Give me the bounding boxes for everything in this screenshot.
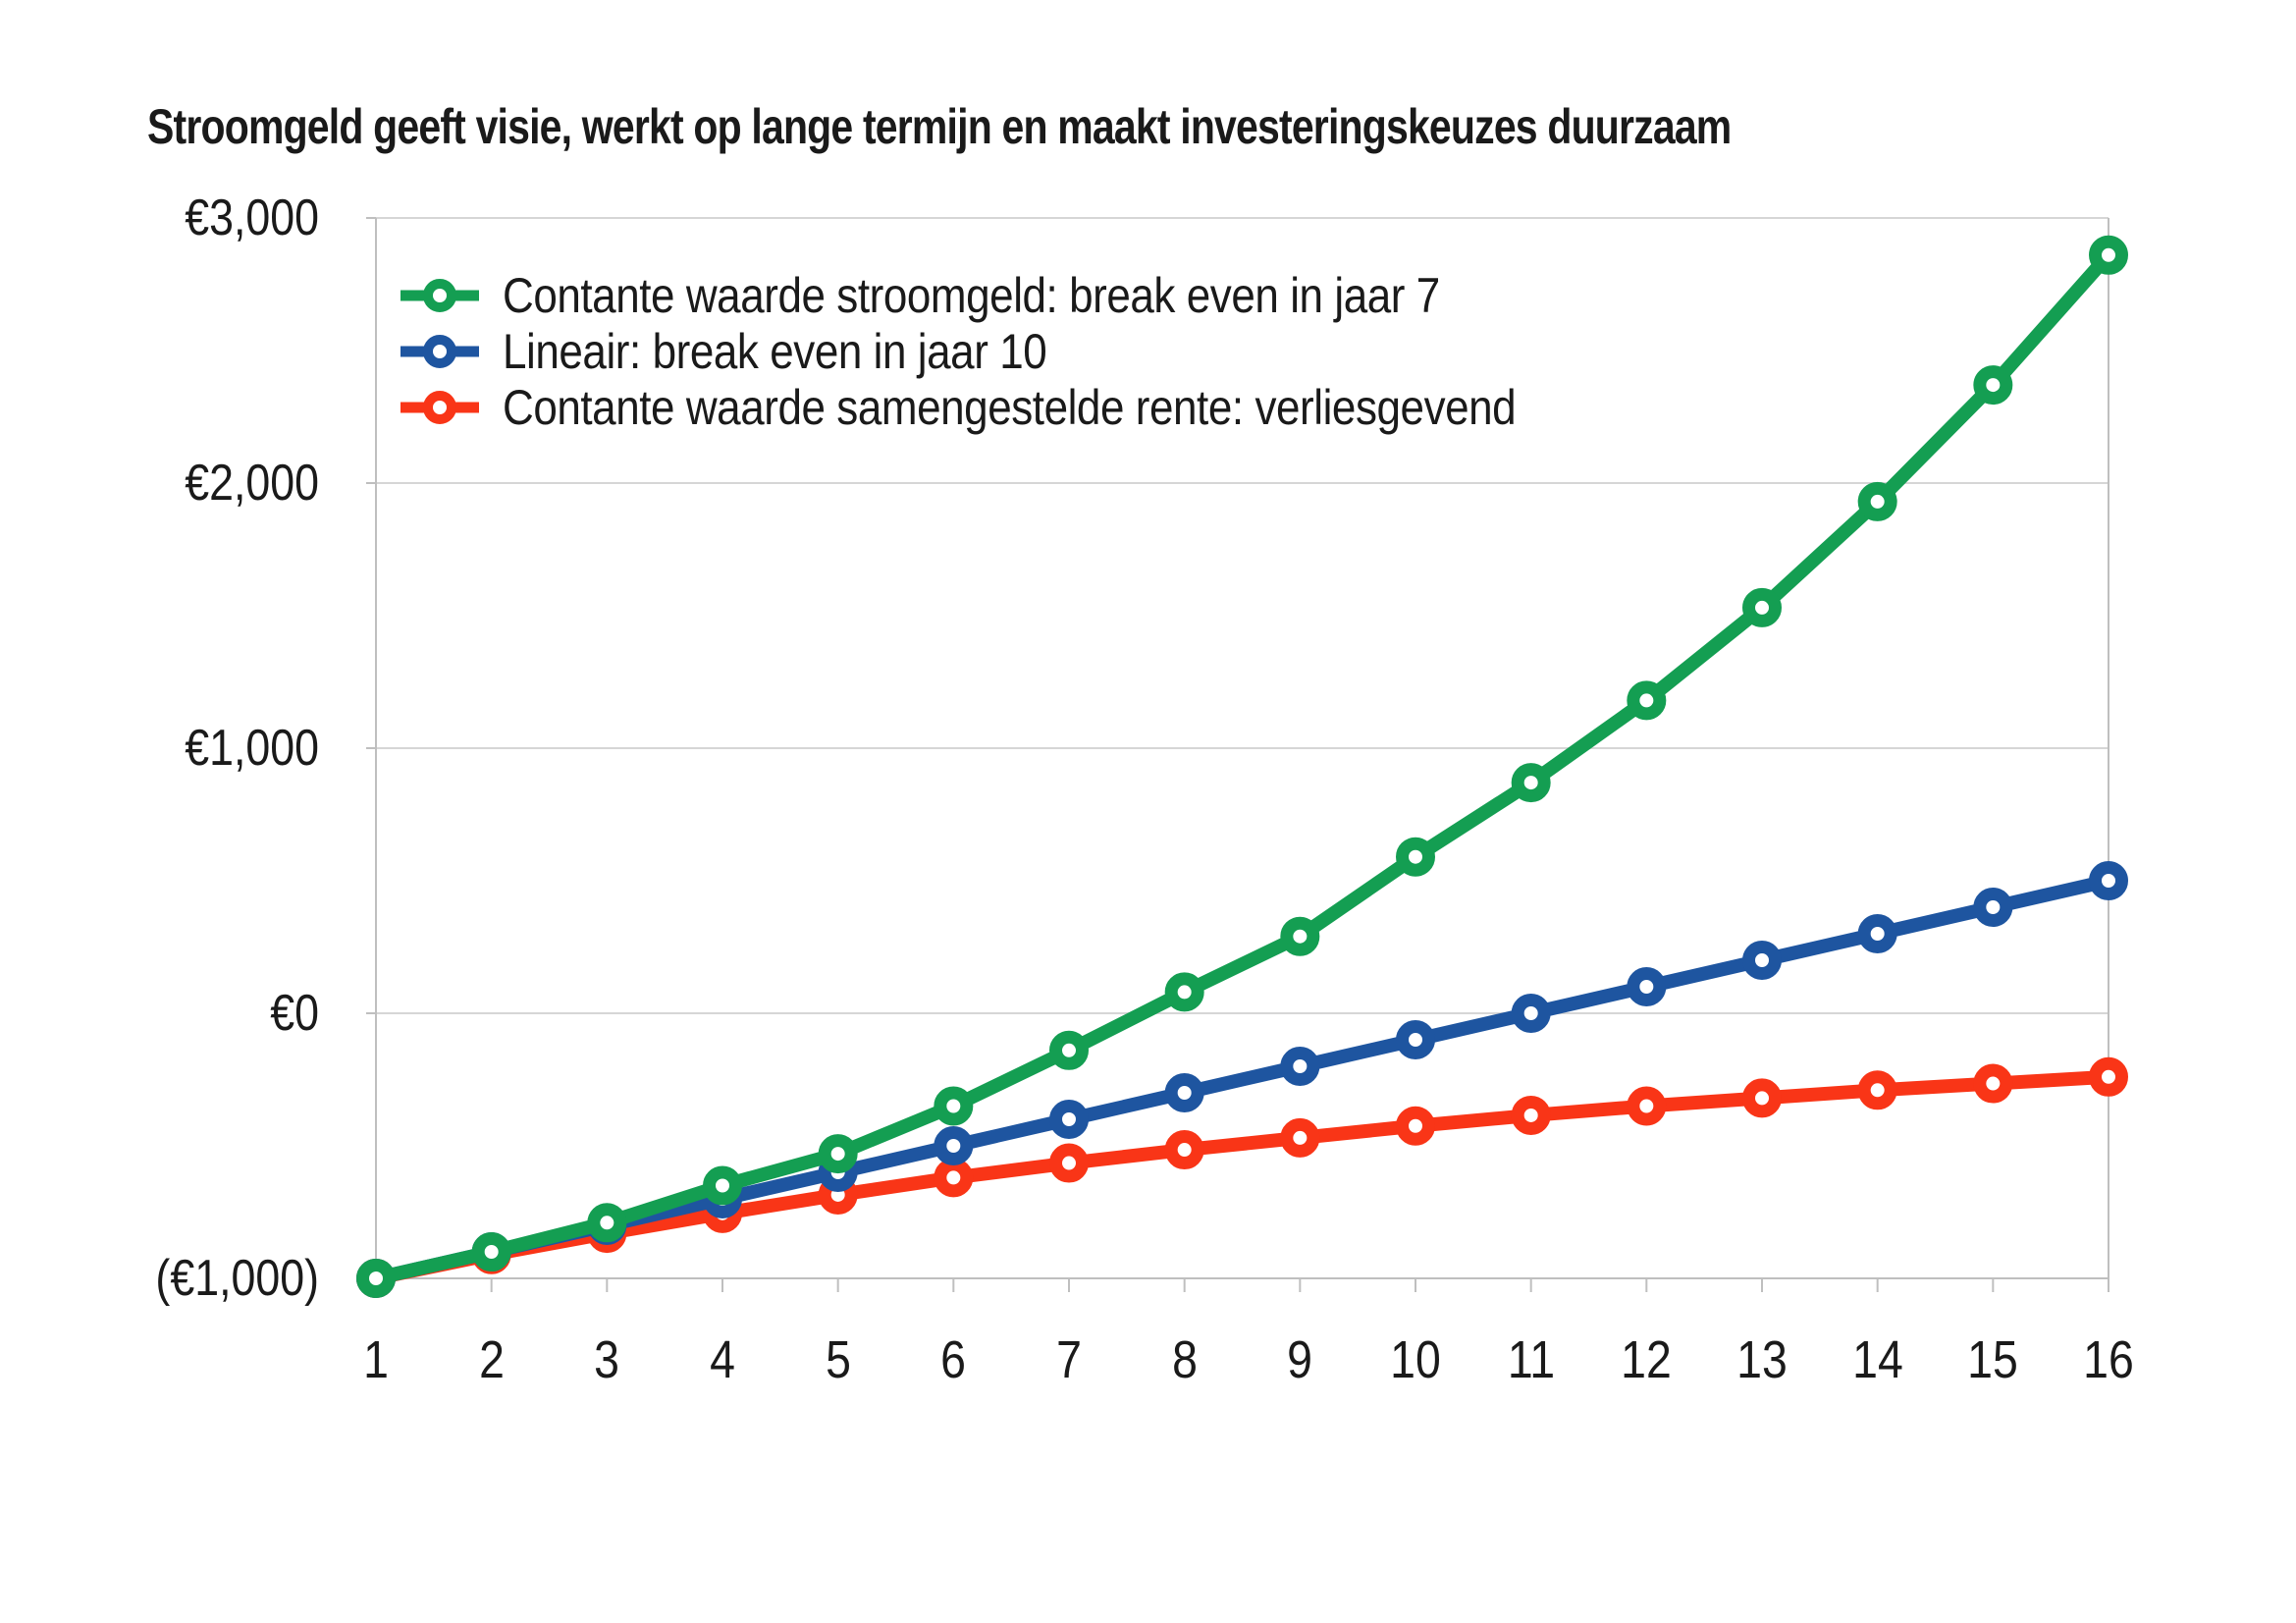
- series-marker: [1049, 1143, 1089, 1183]
- x-axis-label: 3: [594, 1330, 620, 1389]
- x-axis-label: 13: [1736, 1330, 1788, 1389]
- series-marker: [1164, 1130, 1204, 1170]
- series-marker: [1857, 914, 1897, 953]
- series-marker: [1511, 763, 1551, 803]
- series-marker: [1973, 365, 2013, 406]
- x-axis-label: 14: [1851, 1330, 1903, 1389]
- series-marker-icon: [400, 334, 479, 368]
- series-marker: [1164, 1073, 1204, 1112]
- series-marker: [934, 1086, 974, 1126]
- legend-label: Contante waarde samengestelde rente: ver…: [503, 379, 1517, 435]
- series-marker: [818, 1134, 858, 1174]
- series-marker: [1627, 680, 1667, 721]
- x-axis-label: 5: [825, 1330, 851, 1389]
- x-axis-label: 16: [2083, 1330, 2134, 1389]
- y-axis-label: €0: [270, 985, 319, 1042]
- x-axis-label: 12: [1621, 1330, 1673, 1389]
- series-marker: [471, 1232, 511, 1271]
- series-marker: [1627, 967, 1667, 1006]
- series-line: [374, 250, 2114, 1285]
- series-marker: [1511, 994, 1551, 1033]
- series-marker: [2089, 235, 2128, 275]
- series-marker: [1742, 587, 1782, 627]
- legend-label: Contante waarde stroomgeld: break even i…: [503, 267, 1440, 323]
- series-marker: [1280, 1117, 1320, 1158]
- series-marker: [2089, 861, 2128, 900]
- x-axis-label: 7: [1056, 1330, 1082, 1389]
- legend: Contante waarde stroomgeld: break even i…: [400, 267, 1654, 435]
- series-marker: [934, 1158, 974, 1198]
- y-axis-label: €1,000: [185, 720, 319, 777]
- legend-key-circle: [423, 278, 456, 312]
- y-axis-label: (€1,000): [155, 1250, 319, 1307]
- x-axis-label: 10: [1390, 1330, 1441, 1389]
- series-line: [374, 874, 2110, 1285]
- legend-item: Contante waarde samengestelde rente: ver…: [400, 379, 1654, 435]
- series-marker: [1280, 1047, 1320, 1086]
- series-marker: [703, 1165, 742, 1206]
- series-marker: [2089, 1056, 2128, 1097]
- x-axis-label: 8: [1171, 1330, 1198, 1389]
- series-marker: [587, 1203, 627, 1243]
- series-marker: [1049, 1030, 1089, 1070]
- x-axis-label: 1: [363, 1330, 389, 1389]
- series-marker: [1627, 1086, 1667, 1126]
- legend-label: Lineair: break even in jaar 10: [503, 323, 1047, 379]
- x-axis-label: 11: [1507, 1330, 1555, 1389]
- series-marker: [1280, 916, 1320, 956]
- series-marker: [1857, 1070, 1897, 1110]
- legend-key-circle: [423, 390, 456, 424]
- series-marker: [356, 1259, 396, 1298]
- legend-key-circle: [423, 334, 456, 368]
- legend-item: Lineair: break even in jaar 10: [400, 323, 1654, 379]
- legend-item: Contante waarde stroomgeld: break even i…: [400, 267, 1654, 323]
- chart-title: Stroomgeld geeft visie, werkt op lange t…: [147, 99, 1732, 154]
- x-axis-label: 2: [478, 1330, 505, 1389]
- series-marker: [1396, 1106, 1435, 1146]
- series-marker: [1742, 1078, 1782, 1118]
- series-marker: [934, 1126, 974, 1165]
- series-marker: [1164, 972, 1204, 1012]
- series-marker: [1857, 481, 1897, 521]
- series-marker: [1396, 837, 1435, 877]
- series-marker: [1511, 1095, 1551, 1135]
- series-marker: [1973, 888, 2013, 927]
- series-line: [374, 1069, 2109, 1285]
- series-marker: [1049, 1100, 1089, 1139]
- series-marker-icon: [400, 390, 479, 424]
- series-marker: [1742, 941, 1782, 980]
- x-axis-label: 9: [1287, 1330, 1313, 1389]
- series-marker-icon: [400, 278, 479, 312]
- x-axis-label: 4: [710, 1330, 735, 1389]
- y-axis-label: €2,000: [185, 455, 319, 512]
- y-axis-label: €3,000: [185, 189, 319, 246]
- series-marker: [1396, 1020, 1435, 1059]
- x-axis-label: 15: [1967, 1330, 2019, 1389]
- series-marker: [1973, 1063, 2013, 1104]
- x-axis-label: 6: [940, 1330, 967, 1389]
